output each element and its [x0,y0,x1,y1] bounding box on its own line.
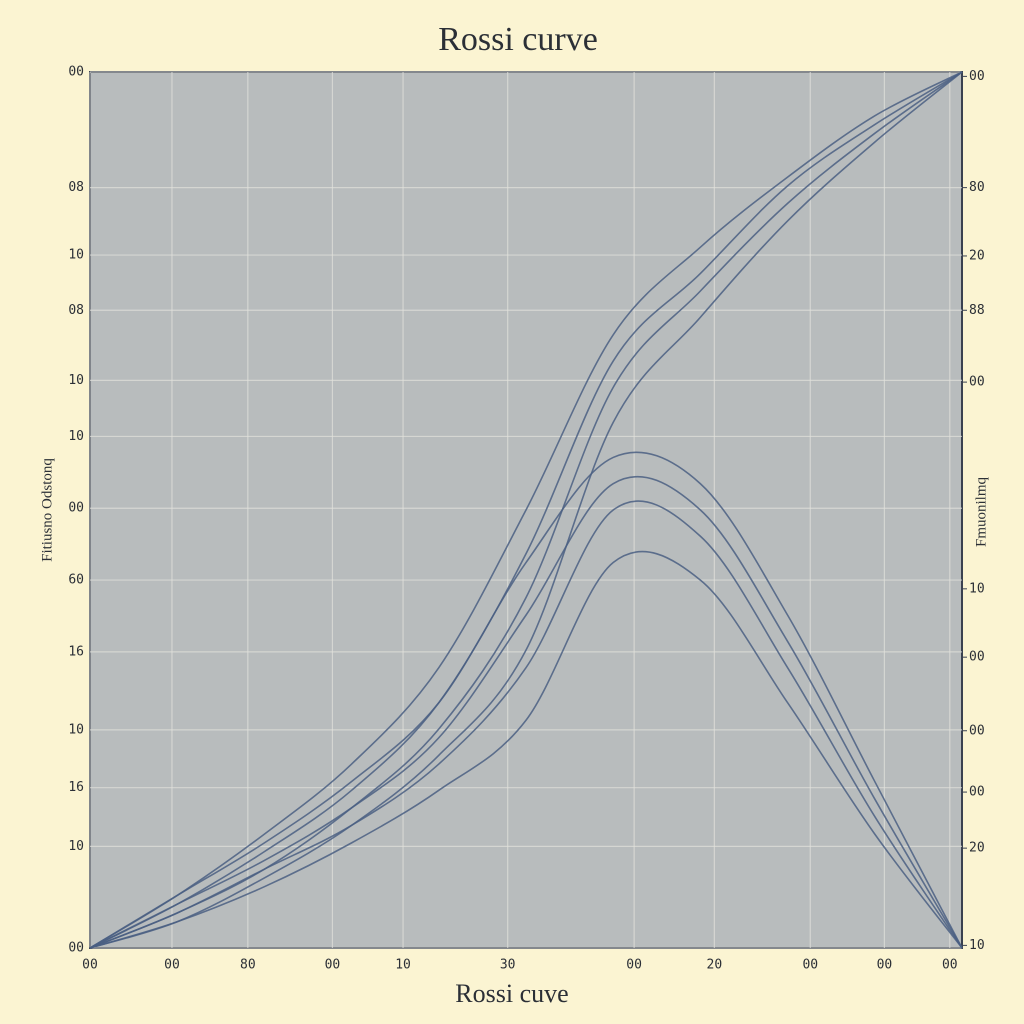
y2-tick-label: 00 [969,375,985,390]
chart-title: Rossi curve [438,21,598,58]
y2-tick-label: 00 [969,650,985,665]
y-tick-label: 00 [68,501,84,516]
y2-tick-label: 80 [969,180,985,195]
x-tick-label: 20 [707,958,723,973]
y2-tick-label: 00 [969,785,985,800]
line-series [89,550,963,949]
line-series [89,451,963,949]
y-tick-label: 10 [68,373,84,388]
x-tick-label: 00 [164,958,180,973]
x-tick-label: 30 [500,958,516,973]
x-tick-label: 00 [802,958,818,973]
y-tick-label: 10 [68,429,84,444]
y2-tick-label: 10 [969,938,985,953]
y-tick-label: 10 [68,248,84,263]
y-tick-label: 16 [68,644,84,659]
x-tick-label: 10 [395,958,411,973]
line-series [89,500,963,949]
x-axis-label: Rossi cuve [455,979,568,1008]
y-tick-label: 16 [68,780,84,795]
y-tick-label: 08 [68,180,84,195]
y2-axis-label: Fmuonilmq [973,476,989,547]
y-tick-label: 10 [68,839,84,854]
x-tick-label: 00 [626,958,642,973]
y2-tick-label: 00 [969,69,985,84]
line-series [89,71,963,949]
y2-tick-label: 20 [969,248,985,263]
line-series [89,71,963,949]
line-series [89,71,963,949]
y-tick-label: 08 [68,303,84,318]
y2-tick-label: 20 [969,841,985,856]
y2-tick-label: 88 [969,303,985,318]
line-series [89,475,963,949]
y-tick-label: 60 [68,573,84,588]
x-tick-label: 80 [240,958,256,973]
x-tick-label: 00 [82,958,98,973]
x-tick-label: 00 [942,958,958,973]
y-tick-label: 00 [68,941,84,956]
x-tick-label: 00 [325,958,341,973]
y-tick-label: 10 [68,722,84,737]
y-axis-label: Fitiusno Odstonq [39,458,55,562]
y2-tick-label: 10 [969,581,985,596]
x-tick-label: 00 [877,958,893,973]
y2-tick-label: 00 [969,723,985,738]
y-tick-label: 00 [68,65,84,80]
